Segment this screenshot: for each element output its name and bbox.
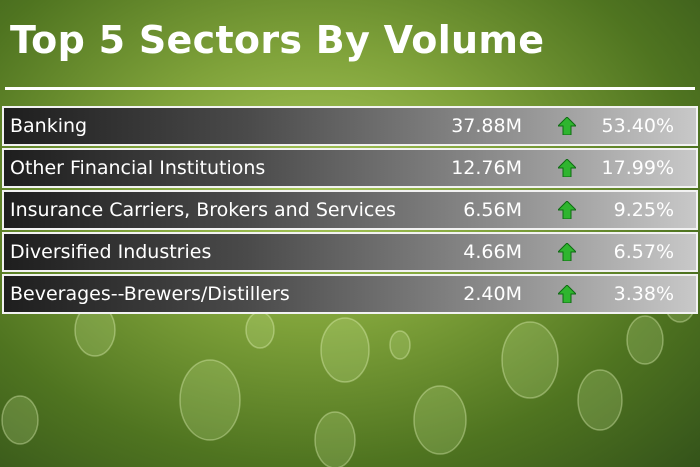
sector-volume: 2.40M (463, 283, 522, 305)
sector-share: 9.25% (613, 199, 674, 221)
up-arrow-icon (558, 243, 576, 261)
sector-volume: 6.56M (463, 199, 522, 221)
sector-row: Diversified Industries 4.66M 6.57% (2, 232, 698, 272)
sector-name: Banking (10, 115, 88, 137)
arrow-shape (558, 159, 576, 177)
up-arrow-icon (558, 285, 576, 303)
sector-row: Banking 37.88M 53.40% (2, 106, 698, 146)
up-arrow-icon (558, 117, 576, 135)
title: Top 5 Sectors By Volume (10, 18, 545, 62)
sector-volume: 37.88M (451, 115, 522, 137)
sector-row: Other Financial Institutions 12.76M 17.99% (2, 148, 698, 188)
sector-share: 53.40% (601, 115, 674, 137)
sector-volume: 4.66M (463, 241, 522, 263)
sector-share: 6.57% (613, 241, 674, 263)
sector-row: Insurance Carriers, Brokers and Services… (2, 190, 698, 230)
arrow-shape (558, 285, 576, 303)
sector-row: Beverages--Brewers/Distillers 2.40M 3.38% (2, 274, 698, 314)
up-arrow-icon (558, 201, 576, 219)
arrow-shape (558, 201, 576, 219)
sector-name: Other Financial Institutions (10, 157, 266, 179)
sector-name: Insurance Carriers, Brokers and Services (10, 199, 396, 221)
divider (5, 87, 695, 90)
up-arrow-icon (558, 159, 576, 177)
sector-volume: 12.76M (451, 157, 522, 179)
sector-share: 17.99% (601, 157, 674, 179)
sector-name: Beverages--Brewers/Distillers (10, 283, 290, 305)
arrow-shape (558, 243, 576, 261)
arrow-shape (558, 117, 576, 135)
sector-share: 3.38% (613, 283, 674, 305)
sector-name: Diversified Industries (10, 241, 212, 263)
